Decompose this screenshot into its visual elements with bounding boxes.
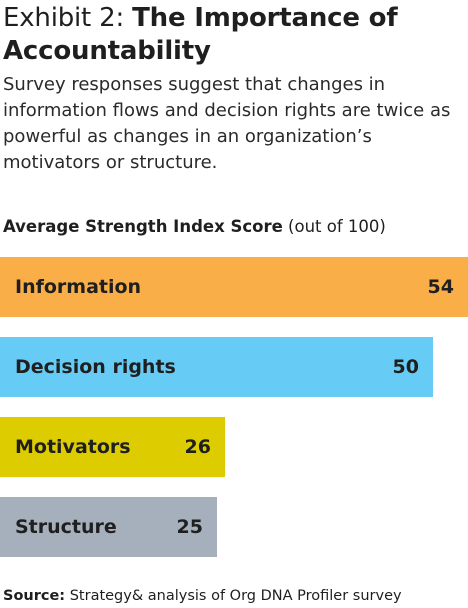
bar-information bbox=[0, 257, 468, 317]
axis-label: Average Strength Index Score (out of 100… bbox=[3, 216, 386, 238]
bar-label: Motivators bbox=[15, 436, 131, 458]
source-note: Source: Strategy& analysis of Org DNA Pr… bbox=[3, 586, 402, 606]
source-label: Source: bbox=[3, 588, 66, 604]
bar-motivators bbox=[0, 417, 225, 477]
bar-label: Structure bbox=[15, 516, 117, 538]
exhibit-label: Exhibit 2: bbox=[3, 3, 125, 33]
axis-label-unit: (out of 100) bbox=[288, 217, 386, 236]
bar-value: 26 bbox=[184, 436, 211, 458]
bar-decision-rights bbox=[0, 337, 433, 397]
exhibit-title: The Importance of Accountability bbox=[3, 3, 398, 66]
bar-value: 25 bbox=[176, 516, 203, 538]
bar-value: 54 bbox=[427, 276, 454, 298]
chart-title: Exhibit 2: The Importance of Accountabil… bbox=[3, 2, 463, 68]
source-text: Strategy& analysis of Org DNA Profiler s… bbox=[69, 588, 402, 604]
bar-label: Information bbox=[15, 276, 142, 298]
bar-label: Decision rights bbox=[15, 356, 176, 378]
chart-subtitle: Survey responses suggest that changes in… bbox=[3, 74, 451, 173]
axis-label-main: Average Strength Index Score bbox=[3, 217, 283, 236]
bar-structure bbox=[0, 497, 217, 557]
bar-value: 50 bbox=[392, 356, 419, 378]
